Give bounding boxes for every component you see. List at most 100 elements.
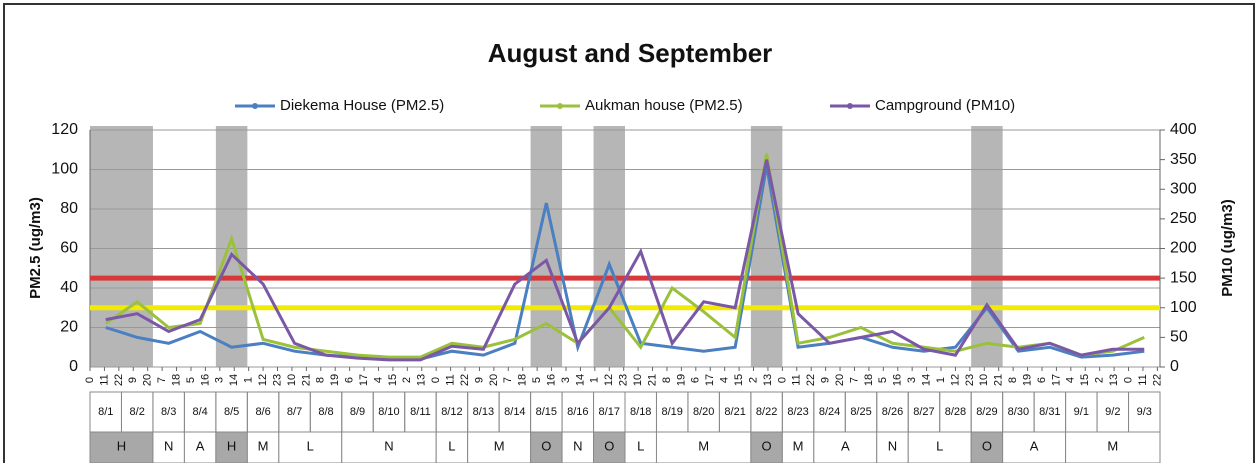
date-label: 8/22 <box>756 406 777 418</box>
date-label: 8/16 <box>567 406 588 418</box>
date-label: 8/4 <box>192 406 207 418</box>
legend-marker <box>252 103 258 109</box>
group-cell <box>1065 431 1161 464</box>
x-tick-label: 21 <box>300 374 312 386</box>
x-tick-label: 0 <box>1122 377 1134 383</box>
x-tick-label: 19 <box>1021 374 1033 386</box>
group-label: N <box>573 438 582 453</box>
date-label: 8/9 <box>350 406 365 418</box>
x-tick-label: 7 <box>848 377 860 383</box>
x-tick-label: 15 <box>387 374 399 386</box>
shaded-period <box>971 126 1003 367</box>
group-label: H <box>227 438 236 453</box>
x-tick-label: 12 <box>603 374 615 386</box>
x-tick-label: 11 <box>791 374 803 385</box>
shaded-period <box>593 126 625 367</box>
x-tick-label: 10 <box>978 374 990 386</box>
x-tick-label: 0 <box>84 377 96 383</box>
x-tick-label: 0 <box>430 377 442 383</box>
x-tick-label: 3 <box>906 377 918 383</box>
series-line <box>104 153 1145 359</box>
x-tick-label: 5 <box>531 377 543 383</box>
x-tick-label: 2 <box>401 377 413 383</box>
x-tick-label: 9 <box>473 377 485 383</box>
group-label: L <box>448 438 455 453</box>
frame <box>3 3 1255 468</box>
group-label: M <box>793 438 804 453</box>
group-label: M <box>494 438 505 453</box>
date-label: 8/31 <box>1039 406 1060 418</box>
x-tick-label: 16 <box>199 374 211 386</box>
group-label: O <box>762 438 772 453</box>
y2-tick-label: 200 <box>1170 240 1197 257</box>
x-tick-label: 6 <box>1036 377 1048 383</box>
group-cell <box>152 431 185 464</box>
group-label: N <box>384 438 393 453</box>
x-tick-label: 6 <box>344 377 356 383</box>
date-label: 8/3 <box>161 406 176 418</box>
date-label: 8/21 <box>724 406 745 418</box>
y-tick-label: 80 <box>60 200 78 217</box>
legend-label: Diekema House (PM2.5) <box>280 97 444 114</box>
x-tick-label: 19 <box>329 374 341 386</box>
y2-tick-label: 50 <box>1170 329 1188 346</box>
y2-tick-label: 400 <box>1170 121 1197 138</box>
y2-tick-label: 100 <box>1170 299 1197 316</box>
date-label: 8/28 <box>945 406 966 418</box>
x-tick-label: 20 <box>488 374 500 386</box>
date-label: 8/10 <box>378 406 399 418</box>
x-tick-label: 7 <box>502 377 514 383</box>
x-tick-label: 14 <box>228 374 240 386</box>
series-line <box>105 159 1145 362</box>
y2-tick-label: 150 <box>1170 269 1197 286</box>
x-tick-label: 17 <box>358 374 370 386</box>
date-label: 8/17 <box>599 406 620 418</box>
date-label: 8/26 <box>882 406 903 418</box>
group-label: L <box>637 438 644 453</box>
y2-tick-label: 0 <box>1170 358 1179 375</box>
legend-label: Aukman house (PM2.5) <box>585 97 743 114</box>
group-label: M <box>698 438 709 453</box>
y-axis-label: PM2.5 (ug/m3) <box>27 197 44 299</box>
group-label: O <box>541 438 551 453</box>
date-label: 8/30 <box>1008 406 1029 418</box>
x-tick-label: 22 <box>459 374 471 386</box>
x-tick-label: 22 <box>113 374 125 386</box>
date-label: 9/3 <box>1137 406 1152 418</box>
x-tick-label: 16 <box>545 374 557 386</box>
date-label: 8/27 <box>913 406 934 418</box>
x-tick-label: 18 <box>863 374 875 386</box>
y2-tick-label: 300 <box>1170 180 1197 197</box>
date-label: 8/18 <box>630 406 651 418</box>
group-cell <box>89 431 154 464</box>
x-tick-label: 16 <box>892 374 904 386</box>
x-tick-label: 9 <box>127 377 139 383</box>
group-cell <box>593 431 626 464</box>
date-label: 8/12 <box>441 406 462 418</box>
group-label: M <box>258 438 269 453</box>
x-tick-label: 6 <box>690 377 702 383</box>
group-label: L <box>307 438 314 453</box>
date-label: 8/15 <box>536 406 557 418</box>
group-label: N <box>888 438 897 453</box>
x-tick-label: 18 <box>517 374 529 386</box>
x-tick-label: 21 <box>646 374 658 386</box>
date-label: 8/13 <box>473 406 494 418</box>
y2-tick-label: 350 <box>1170 151 1197 168</box>
x-tick-label: 4 <box>719 377 731 383</box>
y2-tick-label: 250 <box>1170 210 1197 227</box>
x-tick-label: 0 <box>776 377 788 383</box>
x-tick-label: 17 <box>704 374 716 386</box>
x-tick-label: 11 <box>1137 374 1149 385</box>
x-tick-label: 4 <box>1065 377 1077 383</box>
x-tick-label: 11 <box>445 374 457 385</box>
date-label: 8/19 <box>661 406 682 418</box>
group-label: O <box>604 438 614 453</box>
y-tick-label: 100 <box>51 161 78 178</box>
x-tick-label: 13 <box>762 374 774 386</box>
x-tick-label: 5 <box>185 377 197 383</box>
group-label: N <box>164 438 173 453</box>
date-label: 9/2 <box>1105 406 1120 418</box>
group-label: M <box>1107 438 1118 453</box>
